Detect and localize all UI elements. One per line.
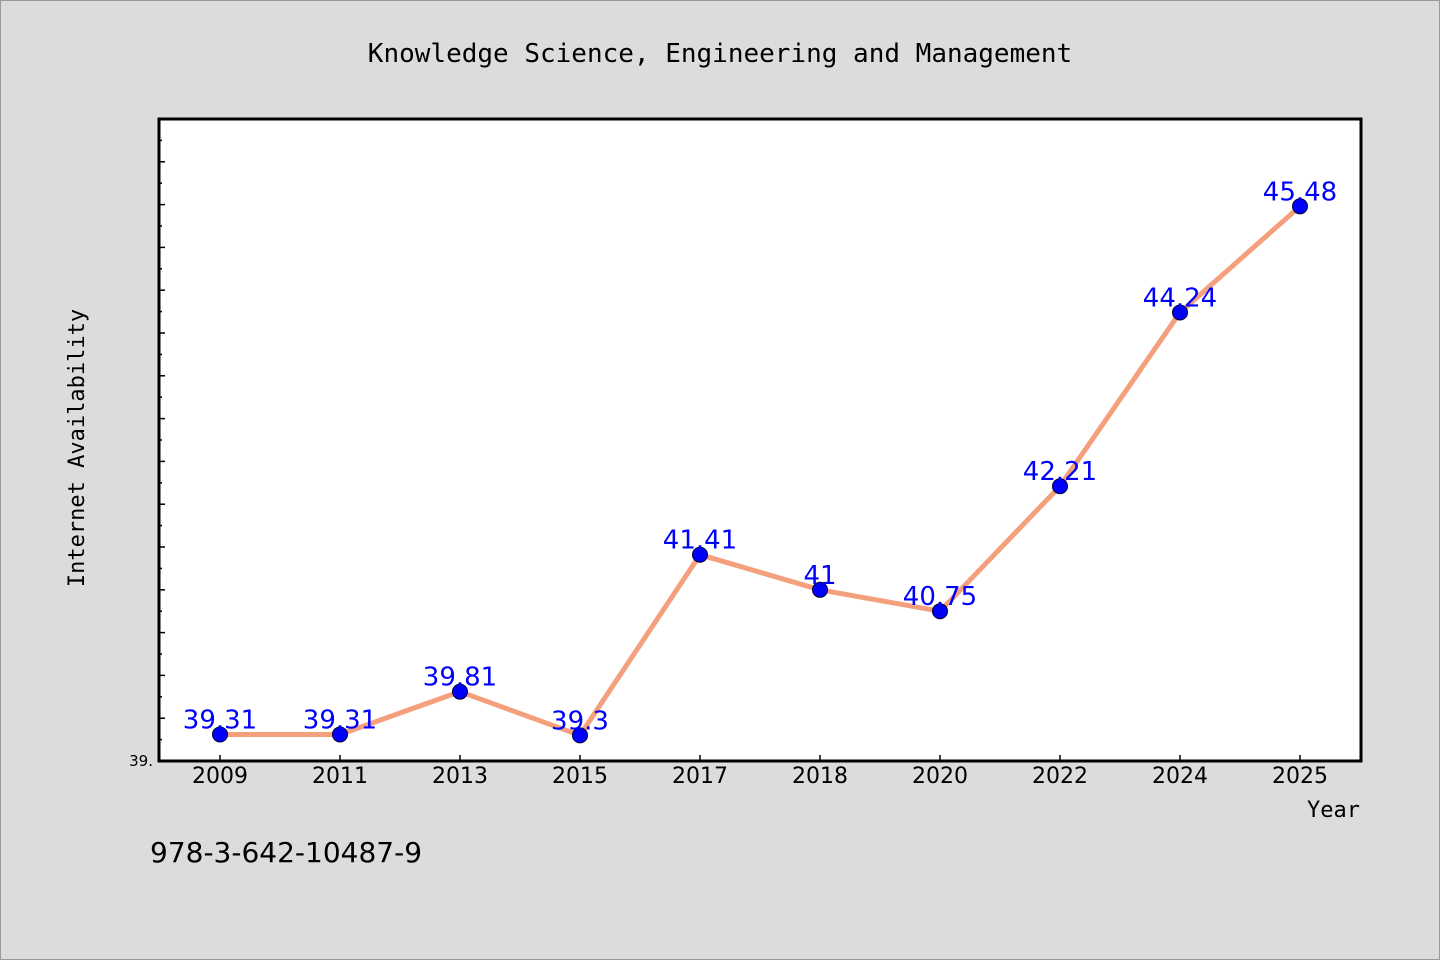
data-point — [1052, 478, 1068, 495]
chart-title: Knowledge Science, Engineering and Manag… — [368, 39, 1072, 69]
data-point — [212, 726, 228, 743]
data-label: 39.31 — [183, 705, 257, 735]
data-label: 42.21 — [1023, 457, 1097, 487]
data-label: 45.48 — [1263, 177, 1337, 207]
x-tick-label: 2013 — [432, 764, 488, 789]
data-point — [1172, 304, 1188, 321]
x-tick-label: 2018 — [792, 764, 848, 789]
x-tick-label: 2024 — [1152, 764, 1208, 789]
plot-area — [157, 117, 1363, 763]
x-tick-label: 2025 — [1272, 764, 1328, 789]
series-line-group — [220, 204, 1302, 738]
data-label: 39.81 — [423, 663, 497, 693]
data-label: 39.3 — [551, 706, 609, 736]
x-tick-label: 2009 — [192, 764, 248, 789]
data-label: 40.75 — [903, 582, 977, 612]
data-labels: 39.31 39.31 39.81 39.3 41.41 41 40.75 42.21 44.2… — [183, 177, 1337, 736]
x-tick-label: 2020 — [912, 764, 968, 789]
data-point — [692, 546, 708, 563]
data-point — [932, 603, 948, 620]
data-point — [812, 581, 828, 598]
x-tick-label: 2015 — [552, 764, 608, 789]
data-label: 39.31 — [303, 705, 377, 735]
data-label: 44.24 — [1143, 283, 1217, 313]
data-label: 41 — [803, 561, 836, 591]
y-axis-label: Internet Availability — [65, 309, 90, 587]
data-point — [572, 727, 588, 744]
data-point — [332, 726, 348, 743]
data-points — [212, 198, 1308, 744]
isbn-text: 978-3-642-10487-9 — [150, 836, 422, 869]
series-line — [220, 204, 1302, 738]
y-axis-ticks — [159, 139, 165, 762]
x-tick-label: 2017 — [672, 764, 728, 789]
data-label: 41.41 — [663, 526, 737, 556]
x-axis-label: Year — [1307, 798, 1360, 823]
x-tick-label: 2011 — [312, 764, 368, 789]
x-tick-label: 2022 — [1032, 764, 1088, 789]
data-point — [452, 683, 468, 700]
y-tick-label: 39. — [129, 752, 153, 770]
x-axis-ticks: 2009 2011 2013 2015 2017 2018 2020 2022 2024 2025 — [192, 755, 1328, 789]
data-point — [1292, 198, 1308, 215]
